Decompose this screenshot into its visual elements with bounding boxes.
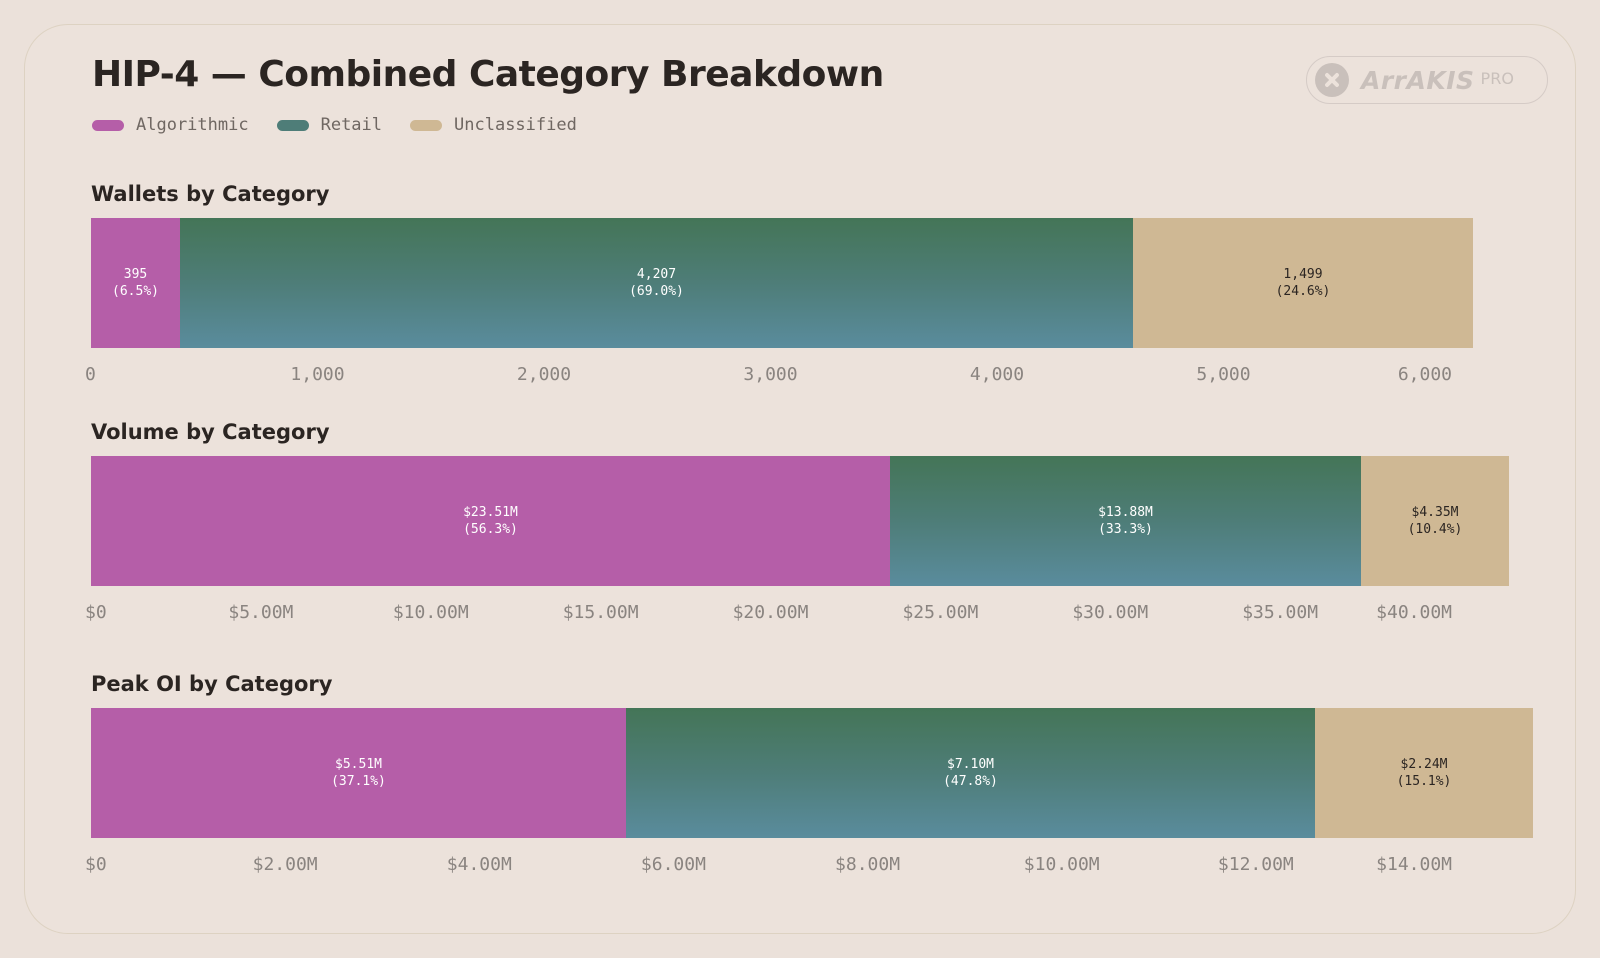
- brand-logo: ArrAKIS PRO: [1306, 56, 1548, 104]
- volume-by-category-bar: $23.51M (56.3%) $13.88M (33.3%) $4.35M (10.4%…: [91, 456, 1509, 586]
- x-tick-label: $20.00M: [732, 602, 809, 623]
- data-label-percent: (37.1%): [331, 774, 386, 789]
- data-label-value: 1,499: [1283, 267, 1323, 282]
- data-label-value: 395: [123, 267, 148, 282]
- data-label-percent: (15.1%): [1396, 774, 1452, 789]
- bar-segment-algorithmic[interactable]: $5.51M (37.1%): [91, 708, 626, 838]
- data-label-value: 4,207: [636, 267, 677, 282]
- x-tick-label: $35.00M: [1242, 602, 1319, 623]
- legend-swatch-retail: [276, 119, 309, 131]
- legend-swatch-algorithmic: [92, 119, 124, 131]
- x-circle-icon: [1315, 63, 1349, 97]
- x-tick-label: 3,000: [743, 364, 798, 385]
- data-label-value: $13.88M: [1098, 505, 1153, 520]
- data-label-percent: (47.8%): [943, 774, 998, 789]
- bar-segment-unclassified[interactable]: 1,499 (24.6%): [1133, 218, 1473, 348]
- wallets-by-category-title: Wallets by Category: [91, 182, 330, 206]
- data-label-value: $2.24M: [1400, 757, 1448, 772]
- bar-segment-retail[interactable]: $7.10M (47.8%): [626, 708, 1315, 838]
- x-tick-label: 1,000: [290, 364, 345, 385]
- x-tick-label: 0: [85, 364, 96, 385]
- bar-segment-unclassified[interactable]: $4.35M (10.4%): [1361, 456, 1509, 586]
- bar-segment-unclassified[interactable]: $2.24M (15.1%): [1315, 708, 1533, 838]
- legend-label: Unclassified: [454, 115, 577, 135]
- x-tick-label: $10.00M: [392, 602, 469, 623]
- bar-segment-algorithmic[interactable]: $23.51M (56.3%): [91, 456, 890, 586]
- bar-segment-retail[interactable]: 4,207 (69.0%): [180, 218, 1133, 348]
- data-label-percent: (33.3%): [1098, 522, 1153, 537]
- logo-badge: PRO: [1480, 68, 1514, 88]
- x-tick-label: 4,000: [969, 364, 1025, 385]
- wallets-by-category-bar: 395 (6.5%) 4,207 (69.0%) 1,499 (24.6%): [91, 218, 1473, 348]
- data-label-value: $4.35M: [1411, 505, 1459, 520]
- x-tick-label: $0: [85, 854, 107, 875]
- x-tick-label: $30.00M: [1072, 602, 1149, 623]
- data-label-value: $23.51M: [463, 505, 518, 520]
- data-label-percent: (6.5%): [112, 284, 159, 299]
- data-label-percent: (24.6%): [1275, 284, 1331, 299]
- x-tick-label: $40.00M: [1376, 602, 1452, 623]
- logo-wordmark: ArrAKIS: [1361, 65, 1475, 95]
- x-tick-label: $14.00M: [1376, 854, 1452, 875]
- x-tick-label: $8.00M: [835, 854, 901, 875]
- bar-segment-retail[interactable]: $13.88M (33.3%): [890, 456, 1361, 586]
- page-title: HIP-4 — Combined Category Breakdown: [92, 54, 884, 95]
- x-tick-label: 6,000: [1397, 364, 1452, 385]
- peak-oi-by-category-title: Peak OI by Category: [91, 672, 333, 696]
- legend-label: Algorithmic: [136, 115, 249, 135]
- x-tick-label: 5,000: [1196, 364, 1251, 385]
- legend-label: Retail: [320, 115, 383, 135]
- peak-oi-by-category-bar: $5.51M (37.1%) $7.10M (47.8%) $2.24M (15.1%): [91, 708, 1533, 838]
- legend-item-unclassified: Unclassified: [410, 115, 577, 135]
- x-tick-label: $5.00M: [228, 602, 294, 623]
- data-label-value: $7.10M: [947, 757, 994, 772]
- x-tick-label: $15.00M: [562, 602, 639, 623]
- x-tick-label: 2,000: [516, 364, 572, 385]
- legend-swatch-unclassified: [410, 119, 443, 131]
- x-tick-label: $25.00M: [902, 602, 979, 623]
- x-tick-label: $10.00M: [1023, 854, 1100, 875]
- x-tick-label: $0: [85, 602, 107, 623]
- bar-segment-algorithmic[interactable]: 395 (6.5%): [91, 218, 180, 348]
- data-label-value: $5.51M: [335, 757, 382, 772]
- legend-item-retail: Retail: [276, 115, 383, 135]
- x-tick-label: $12.00M: [1217, 854, 1294, 875]
- x-tick-label: $4.00M: [446, 854, 512, 875]
- legend-item-algorithmic: Algorithmic: [92, 115, 249, 135]
- legend: Algorithmic Retail Unclassified: [92, 115, 605, 135]
- x-tick-label: $6.00M: [640, 854, 706, 875]
- data-label-percent: (10.4%): [1407, 522, 1463, 537]
- x-tick-label: $2.00M: [252, 854, 318, 875]
- data-label-percent: (69.0%): [629, 284, 684, 299]
- volume-by-category-title: Volume by Category: [91, 420, 330, 444]
- data-label-percent: (56.3%): [463, 522, 518, 537]
